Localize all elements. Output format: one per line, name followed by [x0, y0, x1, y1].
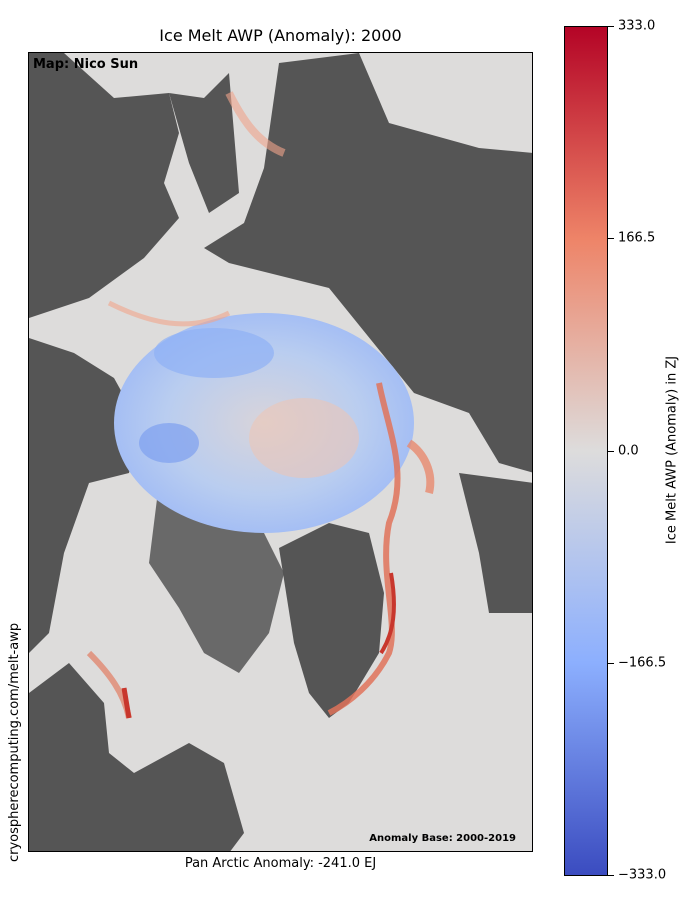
- positive-anomaly-atlantic-front: [327, 382, 401, 716]
- positive-anomaly-svalbard: [406, 439, 435, 494]
- arctic-map: [29, 53, 532, 851]
- landmass-bottom-left: [29, 663, 244, 851]
- colorbar-label-low: −166.5: [618, 655, 667, 671]
- positive-anomaly-bering: [225, 91, 286, 157]
- colorbar-title: Ice Melt AWP (Anomaly) in ZJ: [664, 355, 680, 545]
- positive-anomaly-center: [249, 398, 359, 478]
- negative-anomaly-core: [154, 328, 274, 378]
- colorbar-tick-high: [608, 238, 614, 239]
- colorbar-label-min: −333.0: [618, 867, 667, 883]
- landmass-top-right: [204, 53, 532, 473]
- landmass-left: [29, 338, 139, 653]
- colorbar: [564, 26, 608, 876]
- colorbar-tick-min: [608, 875, 614, 876]
- pan-arctic-anomaly-label: Pan Arctic Anomaly: -241.0 EJ: [184, 856, 377, 871]
- strong-anomaly-hudson-bay: [121, 687, 132, 719]
- negative-anomaly-west: [139, 423, 199, 463]
- colorbar-label-max: 333.0: [618, 18, 656, 34]
- greenland: [279, 523, 384, 718]
- colorbar-tick-zero: [608, 451, 614, 452]
- colorbar-label-zero: 0.0: [618, 443, 639, 459]
- colorbar-label-high: 166.5: [618, 230, 656, 246]
- landmass-right-coast: [459, 473, 532, 613]
- positive-anomaly-fringe: [107, 300, 231, 327]
- map-panel[interactable]: Map: Nico Sun Anomaly Base: 2000-2019: [28, 52, 533, 852]
- anomaly-base-label: Anomaly Base: 2000-2019: [369, 833, 516, 844]
- landmass-top-left: [29, 53, 179, 318]
- source-url: cryospherecomputing.com/melt-awp: [7, 622, 22, 862]
- map-credit: Map: Nico Sun: [33, 57, 139, 72]
- colorbar-tick-max: [608, 26, 614, 27]
- colorbar-tick-low: [608, 663, 614, 664]
- landmass-top-center: [169, 73, 239, 213]
- strong-anomaly-greenland-coast: [379, 572, 396, 655]
- map-title: Ice Melt AWP (Anomaly): 2000: [159, 26, 402, 45]
